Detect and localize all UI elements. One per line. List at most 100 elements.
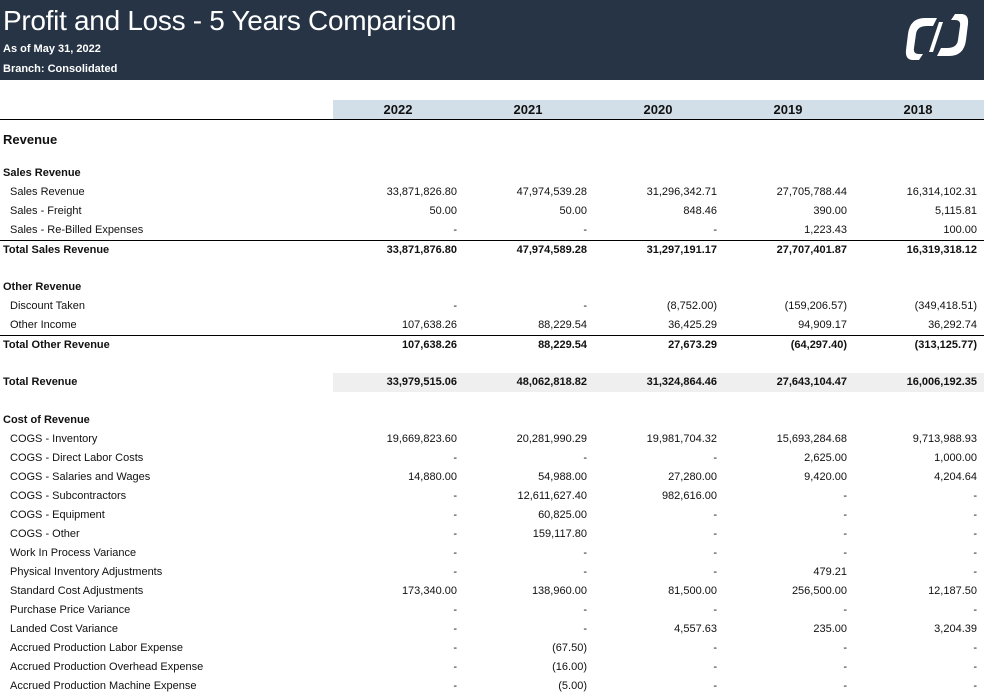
- row-label: Accrued Production Machine Expense: [10, 680, 197, 692]
- table-row: Accrued Production Labor Expense - (67.50)…: [0, 639, 984, 658]
- cell-2020: 31,324,864.46: [646, 376, 717, 388]
- cell-2019: 27,705,788.44: [776, 186, 847, 198]
- cell-2019: (159,206.57): [784, 300, 847, 312]
- cell-2020: -: [713, 528, 717, 540]
- cell-2018: -: [973, 661, 977, 673]
- cell-2022: 173,340.00: [401, 585, 457, 597]
- cell-2021: -: [583, 566, 587, 578]
- cell-2019: -: [843, 547, 847, 559]
- cell-2019: 2,625.00: [804, 452, 847, 464]
- cell-2019: 235.00: [813, 623, 847, 635]
- table-row: COGS - Subcontractors - 12,611,627.40 982,6…: [0, 487, 984, 506]
- cell-2022: -: [453, 528, 457, 540]
- cell-2019: 27,643,104.47: [776, 376, 847, 388]
- row-label: Accrued Production Overhead Expense: [10, 661, 204, 673]
- table-row: Discount Taken - - (8,752.00) (159,206.57) (3…: [0, 297, 984, 316]
- cell-2021: 50.00: [559, 205, 587, 217]
- cell-2020: -: [713, 547, 717, 559]
- row-label: COGS - Other: [10, 528, 80, 540]
- table-row: Sales - Freight 50.00 50.00 848.46 390.00 5,1…: [0, 202, 984, 221]
- cell-2021: 54,988.00: [538, 471, 587, 483]
- cell-2022: -: [453, 547, 457, 559]
- cell-2020: 848.46: [683, 205, 717, 217]
- cell-2021: (5.00): [558, 680, 587, 692]
- row-label: Sales Revenue: [3, 167, 81, 179]
- cell-2021: (67.50): [552, 642, 587, 654]
- cell-2018: 5,115.81: [934, 205, 977, 217]
- cell-2020: 36,425.29: [668, 319, 717, 331]
- total-row: Total Revenue 33,979,515.06 48,062,818.82 3…: [0, 373, 984, 392]
- cell-2021: -: [583, 224, 587, 236]
- cell-2019: -: [843, 642, 847, 654]
- cell-2020: (8,752.00): [666, 300, 717, 312]
- row-label: Work In Process Variance: [10, 547, 137, 559]
- cell-2018: 16,314,102.31: [906, 186, 977, 198]
- cell-2019: 27,707,401.87: [776, 244, 847, 256]
- row-label: Cost of Revenue: [3, 414, 90, 426]
- cell-2020: -: [713, 224, 717, 236]
- cell-2021: 88,229.54: [538, 319, 587, 331]
- cell-2018: 3,204.39: [934, 623, 977, 635]
- table-row: Accrued Production Machine Expense - (5.00…: [0, 677, 984, 696]
- cell-2021: 138,960.00: [531, 585, 587, 597]
- cell-2020: -: [713, 680, 717, 692]
- cell-2021: 47,974,539.28: [516, 186, 587, 198]
- row-label: Total Sales Revenue: [3, 244, 110, 256]
- year-2021: 2021: [513, 102, 543, 117]
- cell-2019: 479.21: [813, 566, 847, 578]
- cell-2020: -: [713, 661, 717, 673]
- cell-2018: 100.00: [943, 224, 977, 236]
- cell-2020: 19,981,704.32: [646, 433, 717, 445]
- cell-2018: 9,713,988.93: [912, 433, 977, 445]
- row-label: COGS - Salaries and Wages: [10, 471, 151, 483]
- cell-2022: -: [453, 490, 457, 502]
- cell-2021: 12,611,627.40: [517, 490, 587, 502]
- year-2022: 2022: [383, 102, 413, 117]
- report-title: Profit and Loss - 5 Years Comparison: [3, 5, 457, 36]
- cell-2019: -: [843, 490, 847, 502]
- cell-2022: -: [453, 680, 457, 692]
- cell-2022: -: [453, 452, 457, 464]
- cell-2020: -: [713, 452, 717, 464]
- cell-2021: 88,229.54: [538, 339, 587, 351]
- branch-label: Branch: Consolidated: [3, 63, 118, 75]
- cell-2018: -: [973, 528, 977, 540]
- cell-2021: 20,281,990.29: [516, 433, 587, 445]
- cell-2021: 159,117.80: [532, 528, 587, 540]
- row-label: Purchase Price Variance: [10, 604, 131, 616]
- row-label: Sales Revenue: [10, 186, 85, 198]
- cell-2022: -: [453, 642, 457, 654]
- table-row: Work In Process Variance - - - - -: [0, 544, 984, 563]
- table-row: COGS - Other - 159,117.80 - - -: [0, 525, 984, 544]
- row-bg: [0, 373, 333, 392]
- cell-2020: -: [713, 642, 717, 654]
- cell-2018: -: [973, 490, 977, 502]
- cell-2020: 27,280.00: [668, 471, 717, 483]
- cell-2022: 14,880.00: [408, 471, 457, 483]
- cell-2022: -: [453, 661, 457, 673]
- cell-2019: -: [843, 661, 847, 673]
- cell-2019: -: [843, 509, 847, 521]
- report-table: Sales Revenue Sales Revenue 33,871,826.80 4…: [0, 164, 984, 696]
- cell-2021: -: [583, 623, 587, 635]
- cell-2021: 60,825.00: [538, 509, 587, 521]
- cell-2022: 33,871,876.80: [386, 244, 457, 256]
- table-row: COGS - Inventory 19,669,823.60 20,281,990.…: [0, 430, 984, 449]
- cell-2022: 19,669,823.60: [386, 433, 457, 445]
- cell-2018: 12,187.50: [928, 585, 977, 597]
- cell-2018: (313,125.77): [914, 339, 977, 351]
- cell-2018: 16,319,318.12: [906, 244, 977, 256]
- table-row: Purchase Price Variance - - - - -: [0, 601, 984, 620]
- cell-2022: -: [453, 566, 457, 578]
- cell-2019: 1,223.43: [804, 224, 847, 236]
- cell-2022: -: [453, 623, 457, 635]
- cell-2018: -: [973, 680, 977, 692]
- table-row: COGS - Direct Labor Costs - - - 2,625.00 1,00…: [0, 449, 984, 468]
- cell-2021: (16.00): [552, 661, 587, 673]
- cell-2018: 4,204.64: [934, 471, 977, 483]
- cell-2020: 81,500.00: [668, 585, 717, 597]
- cell-2021: -: [583, 452, 587, 464]
- cell-2019: 390.00: [813, 205, 847, 217]
- table-row: Sales Revenue 33,871,826.80 47,974,539.28 3…: [0, 183, 984, 202]
- spacer-row: [0, 392, 984, 411]
